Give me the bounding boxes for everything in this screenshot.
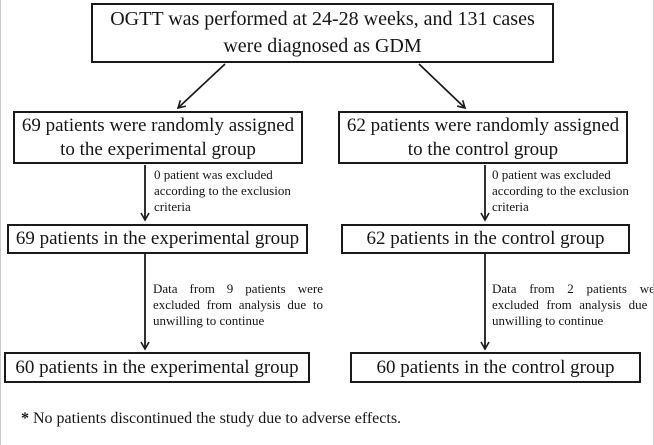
arrow-top-to-experimental — [176, 63, 226, 110]
experimental-assigned-text: 69 patients were randomly assigned to th… — [21, 114, 295, 160]
control-final-text: 60 patients in the control group — [376, 356, 615, 378]
experimental-dropout-note: Data from 9 patients were excluded from … — [153, 281, 323, 328]
experimental-assigned-box: 69 patients were randomly assigned to th… — [13, 111, 303, 164]
experimental-mid-text: 69 patients in the experimental group — [15, 228, 300, 249]
footnote: * No patients discontinued the study due … — [21, 409, 401, 429]
enrollment-box-text: OGTT was performed at 24-28 weeks, and 1… — [110, 8, 535, 57]
arrow-top-to-control — [418, 63, 467, 110]
control-assigned-text: 62 patients were randomly assigned to th… — [346, 114, 620, 160]
control-assigned-box: 62 patients were randomly assigned to th… — [338, 111, 628, 164]
experimental-mid-box: 69 patients in the experimental group — [7, 224, 308, 254]
control-exclusion-note: 0 patient was excluded according to the … — [492, 167, 629, 214]
experimental-exclusion-note: 0 patient was excluded according to the … — [154, 167, 291, 214]
control-mid-text: 62 patients in the control group — [366, 228, 605, 249]
experimental-final-box: 60 patients in the experimental group — [4, 352, 310, 383]
control-final-box: 60 patients in the control group — [350, 352, 641, 383]
enrollment-box: OGTT was performed at 24-28 weeks, and 1… — [91, 3, 554, 63]
footnote-text: No patients discontinued the study due t… — [33, 410, 402, 427]
control-mid-box: 62 patients in the control group — [341, 224, 630, 254]
control-dropout-note: Data from 2 patients were excluded from … — [492, 281, 654, 328]
experimental-final-text: 60 patients in the experimental group — [15, 356, 299, 378]
footnote-marker: * — [21, 410, 29, 427]
